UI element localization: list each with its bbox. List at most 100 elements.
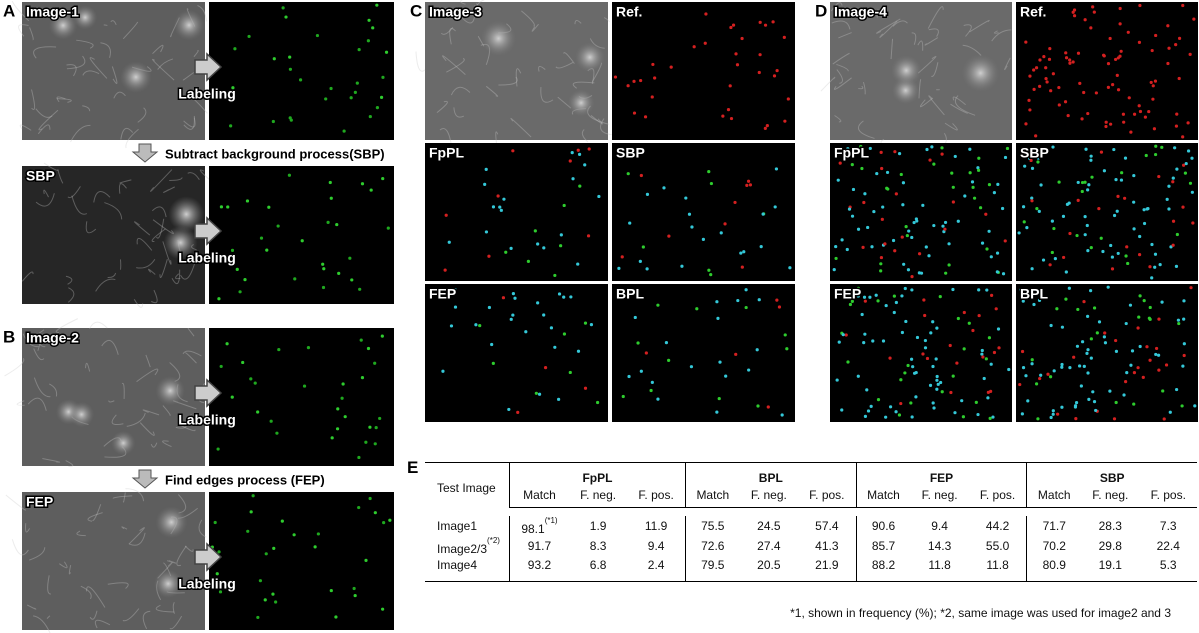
label-dot: [645, 267, 649, 271]
texture: [831, 20, 851, 30]
label-dot: [559, 233, 563, 237]
label-dot: [1017, 231, 1021, 235]
label-dot: [874, 293, 878, 297]
label-dot: [989, 255, 993, 259]
label-dot: [897, 413, 902, 417]
texture: [834, 115, 842, 123]
label-dot: [329, 588, 333, 593]
texture: [876, 18, 901, 34]
column-header: F. pos.: [627, 486, 686, 508]
label-dot: [719, 231, 723, 235]
label-dot: [996, 327, 1001, 331]
label-dot: [1086, 111, 1090, 116]
label-dot: [526, 259, 531, 263]
label-dot: [899, 172, 903, 177]
label-dot: [1184, 161, 1188, 166]
cell-value: 28.3: [1098, 519, 1122, 533]
label-dot: [1116, 88, 1121, 92]
label-dot: [851, 187, 856, 192]
data-row: Image2/3(*2) 91.7 8.3 9.4 72.6 27.4 41.3 85.7 14…: [425, 536, 1197, 556]
texture: [944, 122, 958, 131]
cell: 21.9: [798, 556, 856, 573]
label-dot: [910, 235, 914, 240]
texture: [5, 494, 26, 511]
label-dot: [557, 397, 561, 401]
label-dot: [1061, 214, 1066, 218]
label-dot: [1157, 368, 1161, 372]
label-dot: [1078, 364, 1082, 368]
cell: 7.3: [1140, 516, 1198, 536]
label-dot: [569, 295, 573, 299]
cell-value: 57.4: [815, 519, 839, 533]
label-dot: [651, 62, 655, 67]
label-dot: [886, 187, 890, 191]
texture: [104, 202, 123, 220]
label-dot: [649, 388, 653, 393]
label-dot: [740, 36, 744, 41]
label-dot: [888, 356, 892, 360]
label-dot: [667, 234, 671, 238]
label-dot: [1132, 112, 1137, 116]
label-dot: [348, 256, 352, 260]
label-dot: [892, 310, 896, 315]
label-dot: [755, 348, 759, 352]
label-dot: [1113, 57, 1118, 62]
texture: [136, 258, 156, 269]
label-dot: [498, 205, 502, 209]
tile-label: FEP: [429, 286, 456, 302]
label-dot: [315, 33, 320, 38]
label-dot: [761, 212, 765, 216]
label-dot: [326, 220, 330, 224]
row-note: (*2): [487, 536, 500, 545]
label-dot: [963, 194, 967, 198]
texture: [858, 85, 864, 90]
label-dot: [1174, 264, 1179, 268]
row-name: Image4: [425, 556, 510, 573]
label-dot: [1146, 206, 1150, 211]
label-dot: [490, 342, 494, 347]
label-dot: [1050, 219, 1054, 223]
label-dot: [1110, 255, 1114, 259]
texture: [460, 0, 466, 5]
cell: 29.8: [1081, 536, 1139, 556]
label-dot: [455, 153, 460, 157]
cell-value: 27.4: [757, 539, 781, 553]
label-dot: [243, 278, 247, 282]
tile-label: FEP: [834, 286, 861, 302]
texture: [993, 30, 999, 34]
label-dot: [1152, 127, 1157, 131]
label-dot: [987, 229, 991, 233]
label-dot: [1151, 97, 1155, 101]
label-dot: [1132, 173, 1136, 178]
label-dot: [334, 615, 338, 619]
label-dot: [924, 245, 928, 249]
label-dot: [626, 84, 630, 88]
label-dot: [245, 199, 250, 203]
label-dot: [850, 214, 855, 218]
texture: [919, 97, 934, 108]
label-dot: [935, 378, 939, 382]
texture: [70, 124, 91, 143]
label-dot: [1055, 307, 1059, 311]
label-dot: [629, 288, 633, 292]
texture: [963, 24, 972, 37]
label-dot: [643, 115, 648, 119]
label-image: [612, 284, 795, 422]
end-cell: [508, 573, 569, 582]
label-dot: [948, 343, 952, 348]
label-dot: [1051, 72, 1055, 76]
label-dot: [1154, 352, 1158, 357]
label-dot: [382, 521, 386, 525]
texture: [55, 318, 78, 333]
label-dot: [335, 222, 339, 227]
label-dot: [774, 167, 779, 171]
texture: [56, 96, 66, 103]
label-dot: [703, 41, 707, 45]
label-dot: [230, 248, 235, 253]
label-dot: [251, 494, 255, 498]
tile-label: FpPL: [834, 145, 869, 161]
process-label: Find edges process (FEP): [165, 472, 325, 487]
panel-letter: B: [3, 327, 15, 346]
label-dot: [1129, 363, 1133, 367]
